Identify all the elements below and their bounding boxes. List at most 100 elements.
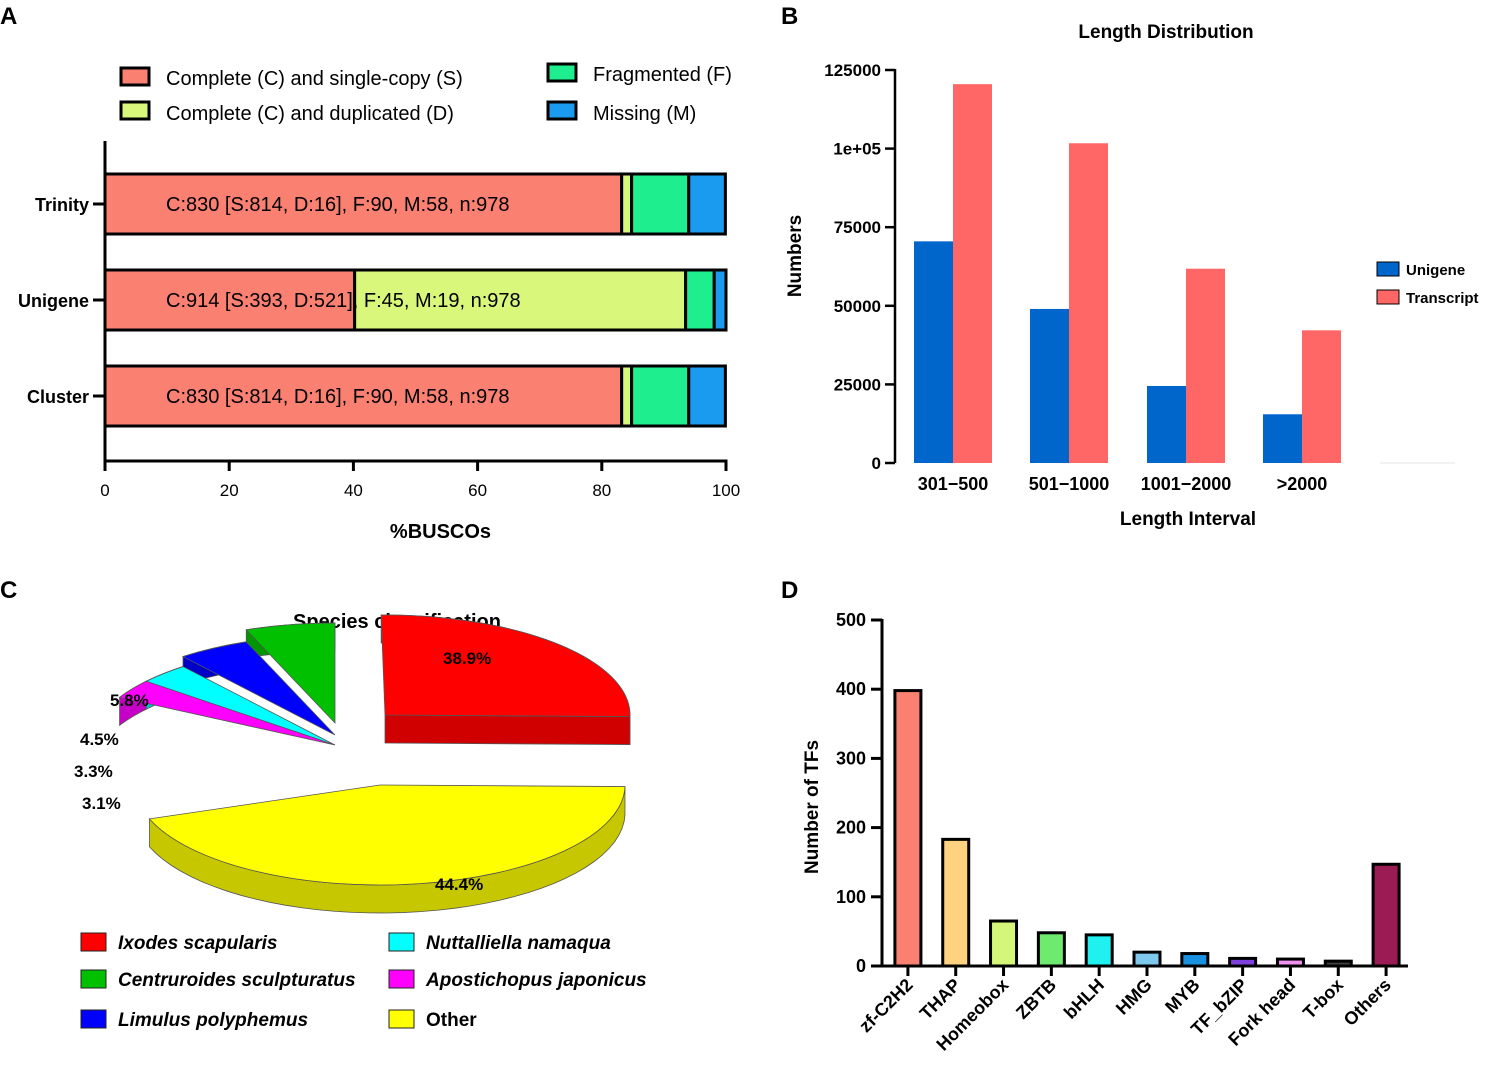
pie-slice-limulus-polyphemus xyxy=(181,641,336,736)
y-tick-label: 50000 xyxy=(834,297,881,316)
bar-fork-head xyxy=(1275,957,1305,968)
value-label-centruroides-sculpturatus: 5.8% xyxy=(110,691,149,710)
x-tick-label: 0 xyxy=(100,481,109,500)
value-label-other: 44.4% xyxy=(435,875,483,894)
value-label-nuttalliella-namaqua: 3.3% xyxy=(74,762,113,781)
x-tick-label-zf-c2h2: zf-C2H2 xyxy=(855,975,917,1037)
bar-unigene-501-1000 xyxy=(1030,308,1069,463)
x-tick-label: 501−1000 xyxy=(1029,474,1110,494)
pie-slice-ixodes-scapularis xyxy=(380,614,631,717)
legend-label-transcript: Transcript xyxy=(1406,290,1479,307)
legend-label-complete-c-and-duplicated-d: Complete (C) and duplicated (D) xyxy=(166,103,454,125)
bar-annotation-cluster: C:830 [S:814, D:16], F:90, M:58, n:978 xyxy=(166,386,510,408)
bar-transcript-1001-2000 xyxy=(1186,268,1225,463)
bar-others xyxy=(1371,862,1401,968)
x-tick-label-zbtb: ZBTB xyxy=(1012,975,1060,1023)
bar-transcript-301-500 xyxy=(953,84,992,463)
bar-segment-cluster-missing-m xyxy=(687,364,727,428)
y-tick-label: 0 xyxy=(856,956,866,976)
bar-annotation-unigene: C:914 [S:393, D:521], F:45, M:19, n:978 xyxy=(166,290,521,312)
pie-face-ixodes-scapularis xyxy=(384,714,631,745)
bar-zf-c2h2 xyxy=(893,689,923,968)
legend-swatch-unigene xyxy=(1376,261,1400,277)
legend-swatch-fragmented-f xyxy=(546,62,578,83)
legend-swatch-complete-c-and-duplicated-d xyxy=(119,100,151,121)
category-label-cluster: Cluster xyxy=(27,387,89,407)
legend-swatch-ixodes-scapularis xyxy=(80,932,107,952)
value-label-apostichopus-japonicus: 3.1% xyxy=(82,794,121,813)
bar-thap xyxy=(941,837,971,968)
y-tick-label: 25000 xyxy=(834,375,881,394)
legend-label-limulus-polyphemus: Limulus polyphemus xyxy=(118,1010,308,1031)
bar-unigene-301-500 xyxy=(914,241,953,463)
pie-slice-other xyxy=(148,784,626,886)
y-tick-label: 125000 xyxy=(824,61,881,80)
bar-segment-trinity-fragmented-f xyxy=(630,172,691,236)
bar-segment-cluster-fragmented-f xyxy=(630,364,691,428)
pie-slice-centruroides-sculpturatus xyxy=(245,622,336,725)
bar-hmg xyxy=(1132,950,1162,968)
x-tick-label-bhlh: bHLH xyxy=(1060,975,1108,1023)
species-pie-chart: Species classification38.9%5.8%4.5%3.3%3… xyxy=(74,611,647,1031)
legend-label-apostichopus-japonicus: Apostichopus japonicus xyxy=(425,970,647,991)
y-tick-label: 100 xyxy=(836,887,866,907)
bar-annotation-trinity: C:830 [S:814, D:16], F:90, M:58, n:978 xyxy=(166,194,510,216)
y-tick-label: 300 xyxy=(836,748,866,768)
category-label-unigene: Unigene xyxy=(18,291,89,311)
panel-label-b: B xyxy=(781,3,798,30)
legend-label-nuttalliella-namaqua: Nuttalliella namaqua xyxy=(426,933,611,954)
legend-swatch-centruroides-sculpturatus xyxy=(80,969,107,989)
legend-label-unigene: Unigene xyxy=(1406,262,1465,279)
x-tick-label-others: Others xyxy=(1340,975,1395,1030)
legend-label-missing-m: Missing (M) xyxy=(593,103,696,125)
legend-swatch-nuttalliella-namaqua xyxy=(388,932,415,952)
x-tick-label: 80 xyxy=(592,481,611,500)
legend-swatch-apostichopus-japonicus xyxy=(388,969,415,989)
bar-transcript-501-1000 xyxy=(1069,143,1108,464)
bar-segment-trinity-missing-m xyxy=(687,172,727,236)
panel-label-d: D xyxy=(781,577,798,604)
bar-unigene-2000 xyxy=(1263,414,1302,463)
x-tick-label-myb: MYB xyxy=(1161,975,1203,1017)
x-tick-label: 40 xyxy=(344,481,363,500)
x-tick-label: 20 xyxy=(220,481,239,500)
legend-swatch-transcript xyxy=(1376,289,1400,305)
x-tick-label: 60 xyxy=(468,481,487,500)
legend-label-centruroides-sculpturatus: Centruroides sculpturatus xyxy=(118,970,356,991)
legend-swatch-missing-m xyxy=(546,100,578,121)
pie-slice-apostichopus-japonicus xyxy=(118,680,336,746)
legend-swatch-other xyxy=(388,1009,415,1029)
bar-unigene-1001-2000 xyxy=(1147,385,1186,463)
bar-segment-unigene-fragmented-f xyxy=(684,268,716,332)
legend-label-other: Other xyxy=(426,1010,477,1031)
bar-segment-unigene-missing-m xyxy=(712,268,728,332)
legend-swatch-complete-c-and-single-copy-s xyxy=(119,66,151,87)
panel-label-a: A xyxy=(0,3,17,30)
chart-title: Length Distribution xyxy=(1078,22,1253,43)
bar-bhlh xyxy=(1084,933,1114,968)
legend-swatch-limulus-polyphemus xyxy=(80,1009,107,1029)
busco-chart: Complete (C) and single-copy (S) Complete… xyxy=(18,62,740,543)
bar-homeobox xyxy=(989,919,1019,968)
y-axis-title: Numbers xyxy=(785,215,806,297)
bar-transcript-2000 xyxy=(1302,330,1341,463)
length-distribution-chart: Length Distribution 0 25000 50000 75000 1e+05… xyxy=(785,22,1479,530)
y-tick-label: 500 xyxy=(836,610,866,630)
x-tick-label: 301−500 xyxy=(918,474,989,494)
y-tick-label: 200 xyxy=(836,818,866,838)
y-tick-label: 1e+05 xyxy=(833,140,881,159)
y-tick-label: 400 xyxy=(836,679,866,699)
bar-tf-bzip xyxy=(1228,956,1258,968)
x-tick-label: 100 xyxy=(712,481,740,500)
x-tick-label: >2000 xyxy=(1277,474,1328,494)
x-tick-label: 1001−2000 xyxy=(1141,474,1232,494)
bar-segment-cluster-complete-c-and-single-copy-s xyxy=(103,364,624,428)
x-tick-label-hmg: HMG xyxy=(1112,975,1156,1019)
category-label-trinity: Trinity xyxy=(35,195,89,215)
legend-label-ixodes-scapularis: Ixodes scapularis xyxy=(118,933,277,954)
x-axis-title: %BUSCOs xyxy=(390,521,491,543)
y-axis-title: Number of TFs xyxy=(802,740,823,874)
value-label-limulus-polyphemus: 4.5% xyxy=(80,730,119,749)
